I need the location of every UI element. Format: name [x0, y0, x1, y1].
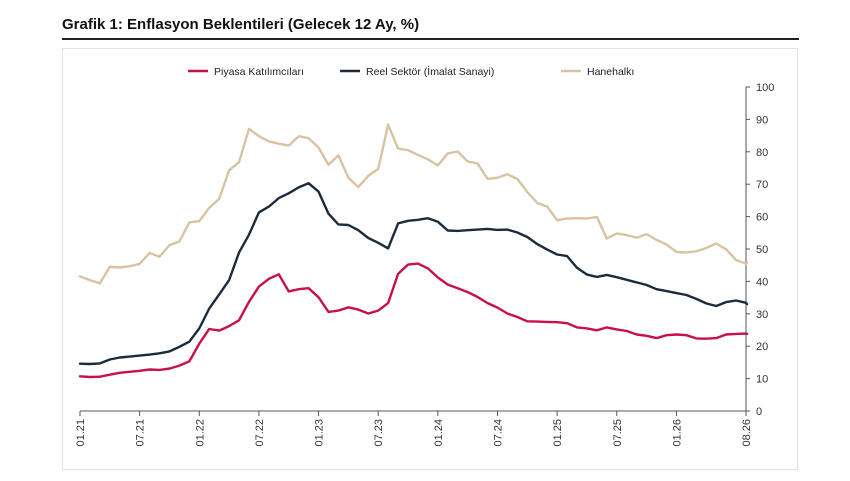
x-tick-label: 01.22 [194, 419, 206, 447]
series-line-3 [78, 123, 749, 285]
y-tick-label: 80 [756, 147, 768, 159]
x-tick-label: 01.24 [433, 419, 445, 447]
y-tick-label: 100 [756, 82, 774, 94]
x-tick-label: 01.21 [75, 419, 87, 447]
chart-series [78, 123, 749, 379]
title-underline [62, 38, 799, 40]
x-tick-label: 07.23 [373, 419, 385, 447]
x-tick-label: 07.21 [135, 419, 147, 447]
y-tick-label: 20 [756, 341, 768, 353]
x-tick-label: 01.23 [314, 419, 326, 447]
legend-label-3: Hanehalkı [587, 66, 634, 78]
x-tick-label: 07.22 [254, 419, 266, 447]
legend-label-2: Reel Sektör (İmalat Sanayi) [366, 65, 494, 78]
y-tick-label: 60 [756, 212, 768, 224]
chart-legend: Piyasa Katılımcıları Reel Sektör (İmalat … [188, 65, 634, 78]
series-line-2 [78, 182, 749, 366]
x-tick-label: 01.25 [552, 419, 564, 447]
x-tick-label: 07.25 [612, 419, 624, 447]
y-tick-label: 90 [756, 114, 768, 126]
y-tick-label: 40 [756, 276, 768, 288]
series-line-1 [78, 262, 749, 379]
y-tick-label: 10 [756, 374, 768, 386]
chart-title: Grafik 1: Enflasyon Beklentileri (Gelece… [62, 16, 420, 33]
x-tick-label: 01.26 [671, 419, 683, 447]
x-tick-label: 08.26 [741, 419, 753, 447]
y-tick-label: 0 [756, 406, 762, 418]
chart-axes: 0 10 20 30 40 50 60 70 80 90 100 01.21 07.21 01.22 07.… [75, 82, 774, 447]
legend-label-1: Piyasa Katılımcıları [214, 66, 304, 78]
y-tick-label: 70 [756, 179, 768, 191]
x-tick-label: 07.24 [492, 419, 504, 447]
y-tick-label: 30 [756, 309, 768, 321]
chart-frame [62, 48, 798, 470]
y-tick-label: 50 [756, 244, 768, 256]
